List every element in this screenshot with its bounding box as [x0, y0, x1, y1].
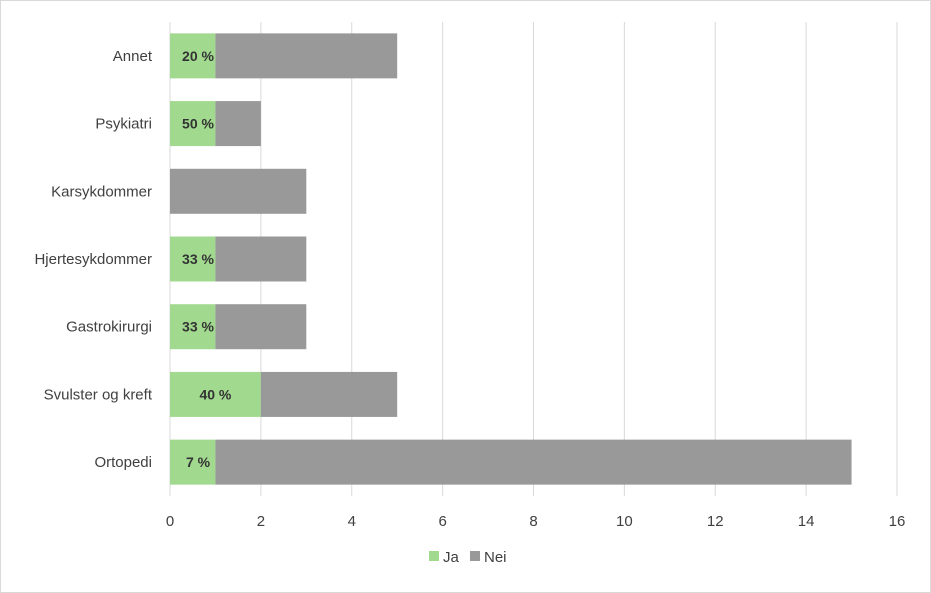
category-label: Hjertesykdommer	[34, 251, 152, 268]
x-tick-label: 14	[798, 513, 815, 530]
bar-segment-nei	[215, 439, 852, 485]
bar-segment-ja	[170, 33, 216, 79]
bar-segment-ja	[170, 439, 216, 485]
bar-segment-ja	[170, 304, 216, 350]
bar-segment-nei	[215, 236, 307, 282]
gridlines	[169, 22, 898, 496]
data-label: 33 %	[182, 319, 214, 335]
bar-segment-nei	[215, 304, 307, 350]
data-labels: 20 % 50 % 33 % 33 % 40 % 7 %	[182, 48, 232, 470]
bars	[170, 33, 852, 485]
x-tick-label: 12	[707, 513, 724, 530]
x-tick-label: 8	[529, 513, 537, 530]
data-label: 20 %	[182, 48, 214, 64]
legend-swatch-ja	[429, 551, 439, 561]
bar-segment-nei	[215, 33, 398, 79]
category-label: Annet	[113, 48, 153, 65]
x-tick-label: 16	[889, 513, 906, 530]
category-label: Karsykdommer	[51, 183, 152, 200]
category-labels: Annet Psykiatri Karsykdommer Hjertesykdomme…	[34, 48, 152, 471]
data-label: 50 %	[182, 116, 214, 132]
legend-label-nei: Nei	[484, 549, 507, 566]
data-label: 40 %	[199, 386, 231, 402]
x-tick-label: 0	[166, 513, 174, 530]
legend: Ja Nei	[429, 549, 507, 566]
bar-segment-nei	[215, 101, 261, 147]
bar-segment-ja	[170, 371, 261, 417]
bar-segment-nei	[170, 168, 307, 214]
category-label: Ortopedi	[94, 454, 152, 471]
category-label: Gastrokirurgi	[66, 319, 152, 336]
bar-segment-ja	[170, 101, 216, 147]
x-tick-label: 4	[348, 513, 356, 530]
data-label: 7 %	[186, 454, 211, 470]
legend-label-ja: Ja	[443, 549, 460, 566]
x-tick-label: 2	[257, 513, 265, 530]
bar-segment-ja	[170, 236, 216, 282]
legend-swatch-nei	[470, 551, 480, 561]
x-tick-label: 10	[616, 513, 633, 530]
x-tick-label: 6	[438, 513, 446, 530]
category-label: Psykiatri	[95, 116, 152, 133]
data-label: 33 %	[182, 251, 214, 267]
x-axis-tick-labels: 0 2 4 6 8 10 12 14 16	[166, 513, 906, 530]
category-label: Svulster og kreft	[44, 386, 153, 403]
bar-segment-nei	[260, 371, 398, 417]
